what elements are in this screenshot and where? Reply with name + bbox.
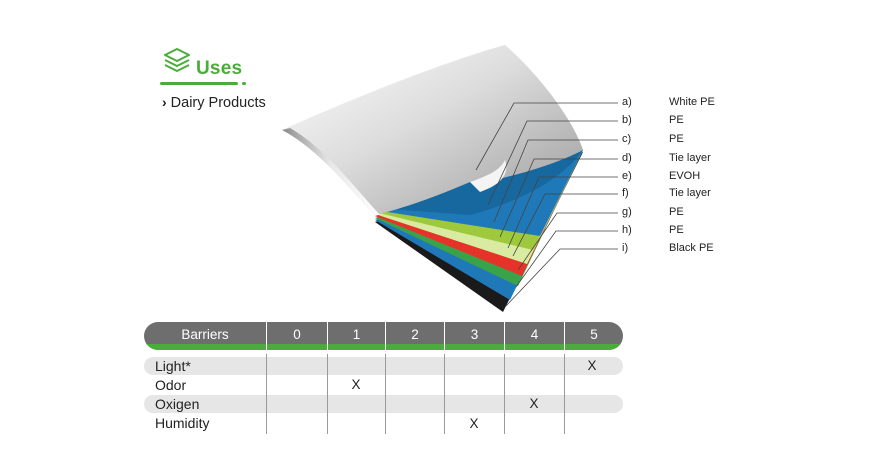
uses-underline-dot [242,82,246,85]
row-label-humidity: Humidity [155,415,210,431]
layer-name: Tie layer [669,187,711,199]
layer-letter: g) [622,206,632,218]
grid-line [504,354,505,434]
row-background-oxigen [144,395,623,413]
grid-line [327,354,328,434]
chevron-right-icon: › [162,94,167,110]
level-header-0: 0 [293,327,301,342]
layer-a-white-pe [282,45,583,215]
level-header-3: 3 [470,327,479,342]
row-label-oxigen: Oxigen [155,396,200,412]
leader-b [487,120,618,206]
row-label-odor: Odor [155,377,187,393]
uses-title: Uses [196,58,243,79]
header-divider [444,322,445,350]
leader-c [493,139,618,223]
layer-letter: c) [622,133,632,145]
barriers-header-label: Barriers [181,327,229,342]
layer-name: PE [669,133,684,145]
layer-letter: f) [622,187,629,199]
header-divider [327,322,328,350]
layer-name: White PE [669,96,715,108]
grid-line [444,354,445,434]
barrier-mark-oxigen: X [529,396,539,411]
sheet-peel [470,160,507,192]
layer-name: Black PE [669,242,714,254]
header-divider [504,322,505,350]
leader-d [499,158,618,238]
leader-g [517,212,618,271]
barrier-mark-light: X [587,358,597,373]
layer-letter: h) [622,224,632,236]
layer-name: Tie layer [669,152,711,164]
header-divider [385,322,386,350]
use-item-label: Dairy Products [170,95,266,111]
layer-letter: a) [622,96,632,108]
header-divider [564,322,565,350]
grid-line [266,354,267,434]
grid-line [564,354,565,434]
level-header-4: 4 [530,327,539,342]
layer-name: EVOH [669,170,701,182]
leader-i [504,248,618,308]
layer-name: PE [669,114,684,126]
layer-letter: e) [622,170,632,182]
level-header-2: 2 [411,327,419,342]
barrier-mark-humidity: X [469,416,479,431]
stacked-layers-icon [164,48,190,72]
layer-letter: i) [622,242,629,254]
grid-line [385,354,386,434]
uses-underline [160,82,238,85]
leader-f [512,193,618,257]
barrier-mark-odor: X [351,377,361,392]
level-header-5: 5 [590,327,598,342]
sheet-curl-edge [282,128,380,215]
level-header-1: 1 [352,327,361,342]
leader-h [515,230,618,288]
header-divider [266,322,267,350]
header-green-stripe [144,344,623,350]
layer-letter: d) [622,152,632,164]
use-item-dairy: › Dairy Products [162,94,266,111]
row-background-light [144,357,623,375]
barriers-header: Barriers 0 1 2 3 4 5 [144,322,623,350]
barriers-table: Barriers 0 1 2 3 4 5 Light* Odor Oxigen … [144,322,623,438]
layer-letter: b) [622,114,632,126]
layer-name: PE [669,206,684,218]
row-label-light: Light* [155,358,191,374]
layer-name: PE [669,224,684,236]
leader-e [507,176,618,249]
uses-header: Uses [160,46,246,90]
leader-a [475,102,618,171]
